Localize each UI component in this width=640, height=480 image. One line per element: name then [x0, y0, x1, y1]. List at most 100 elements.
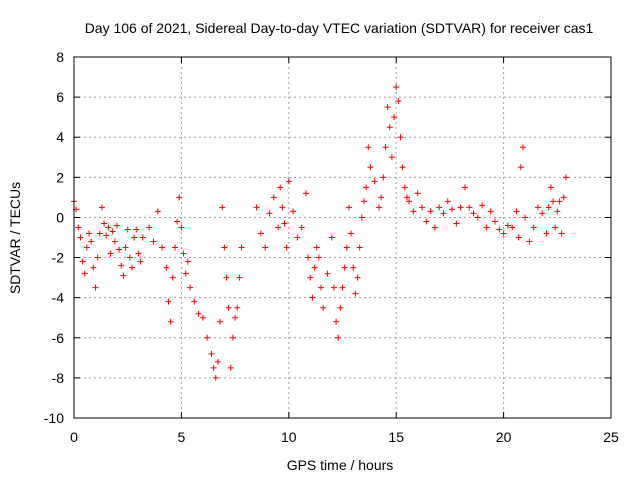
- data-point: [406, 198, 413, 205]
- x-tick-label: 5: [178, 429, 186, 445]
- data-point: [214, 358, 221, 365]
- data-point: [92, 284, 99, 291]
- data-point: [330, 284, 337, 291]
- data-point: [522, 214, 529, 221]
- data-point: [176, 194, 183, 201]
- data-point: [444, 198, 451, 205]
- data-point: [391, 114, 398, 121]
- data-point: [223, 274, 230, 281]
- data-point: [410, 208, 417, 215]
- plot-frame: [73, 56, 612, 419]
- data-point: [509, 224, 516, 231]
- data-point: [483, 224, 490, 231]
- data-point: [159, 244, 166, 251]
- data-point: [257, 230, 264, 237]
- data-point: [339, 284, 346, 291]
- data-point: [229, 334, 236, 341]
- y-tick-label: 8: [56, 49, 64, 65]
- data-point: [470, 210, 477, 217]
- data-point: [107, 250, 114, 257]
- data-point: [354, 274, 361, 281]
- data-point: [453, 220, 460, 227]
- data-point: [550, 198, 557, 205]
- data-point: [167, 318, 174, 325]
- x-tick-label: 0: [70, 429, 78, 445]
- data-point: [562, 174, 569, 181]
- data-point: [204, 334, 211, 341]
- data-point: [290, 208, 297, 215]
- data-point: [221, 244, 228, 251]
- data-point: [386, 124, 393, 131]
- data-point: [88, 238, 95, 245]
- data-point: [195, 310, 202, 317]
- data-point: [305, 254, 312, 261]
- data-point: [253, 204, 260, 211]
- data-point: [539, 210, 546, 217]
- data-point: [217, 318, 224, 325]
- data-point: [285, 178, 292, 185]
- data-point: [479, 202, 486, 209]
- data-point: [376, 204, 383, 211]
- data-point: [356, 244, 363, 251]
- data-point: [227, 364, 234, 371]
- data-point: [232, 314, 239, 321]
- data-point: [294, 234, 301, 241]
- data-point: [113, 222, 120, 229]
- data-point: [440, 210, 447, 217]
- data-point: [279, 204, 286, 211]
- data-point: [328, 234, 335, 241]
- x-tick-label: 25: [603, 429, 619, 445]
- data-point: [219, 204, 226, 211]
- data-point: [313, 244, 320, 251]
- x-axis-label: GPS time / hours: [287, 457, 394, 473]
- data-point: [547, 184, 554, 191]
- data-point: [333, 318, 340, 325]
- data-point: [545, 204, 552, 211]
- data-point: [311, 264, 318, 271]
- y-tick-label: 0: [56, 209, 64, 225]
- data-point: [191, 298, 198, 305]
- data-point: [474, 214, 481, 221]
- data-point: [309, 294, 316, 301]
- data-point: [403, 194, 410, 201]
- data-point: [83, 244, 90, 251]
- data-point: [236, 274, 243, 281]
- data-point: [384, 104, 391, 111]
- data-point: [281, 220, 288, 227]
- tick-labels: 0 5 10 15 20 25 -10 -8 -6 -4 -2 0 2 4 6 8: [44, 49, 619, 445]
- data-point: [234, 304, 241, 311]
- data-point: [98, 204, 105, 211]
- data-point: [526, 238, 533, 245]
- data-point: [94, 254, 101, 261]
- y-tick-label: -10: [44, 410, 64, 426]
- data-point: [262, 244, 269, 251]
- grid-lines: [74, 57, 611, 418]
- data-point: [150, 238, 157, 245]
- data-point: [128, 264, 135, 271]
- data-point: [81, 270, 88, 277]
- data-point: [165, 298, 172, 305]
- data-point: [337, 304, 344, 311]
- x-tick-label: 20: [496, 429, 512, 445]
- data-point: [517, 164, 524, 171]
- data-point: [283, 244, 290, 251]
- data-point: [388, 154, 395, 161]
- data-point: [365, 144, 372, 151]
- data-point: [423, 218, 430, 225]
- data-point: [418, 204, 425, 211]
- data-point: [210, 364, 217, 371]
- data-point: [427, 208, 434, 215]
- data-point: [208, 350, 215, 357]
- data-series-cas1: [71, 84, 569, 381]
- data-point: [352, 290, 359, 297]
- data-point: [302, 190, 309, 197]
- data-point: [77, 234, 84, 241]
- data-point: [79, 258, 86, 265]
- data-point: [343, 244, 350, 251]
- y-tick-label: -8: [52, 370, 65, 386]
- data-point: [504, 222, 511, 229]
- data-point: [320, 304, 327, 311]
- data-point: [266, 210, 273, 217]
- y-tick-label: 4: [56, 129, 64, 145]
